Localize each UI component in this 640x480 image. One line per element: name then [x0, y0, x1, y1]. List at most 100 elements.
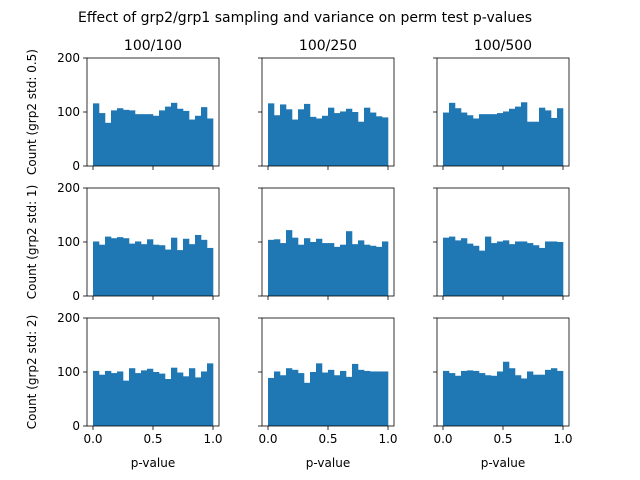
histogram-bar — [117, 108, 124, 166]
histogram-bar — [352, 244, 359, 296]
histogram-bar — [117, 371, 124, 426]
histogram-bar — [111, 238, 118, 296]
panel-r3-c2: 0.0 0.5 1.0 — [258, 317, 398, 446]
panel-r1-c2 — [258, 57, 395, 170]
histogram-bar — [195, 377, 202, 426]
histogram-bar — [189, 119, 196, 166]
y-tick-label: 200 — [57, 311, 80, 325]
histogram-bar — [310, 372, 317, 426]
histogram-bar — [376, 371, 383, 426]
panel-r2-c1: 0 100 200 — [57, 181, 220, 303]
histogram-bar — [93, 241, 100, 296]
histogram-bar — [334, 246, 341, 296]
histogram-bar — [461, 238, 468, 296]
histogram-bar — [479, 114, 486, 166]
histogram-bar — [539, 107, 546, 166]
histogram-bar — [286, 109, 293, 166]
histogram-bar — [515, 375, 522, 426]
histogram-bar — [117, 237, 124, 296]
histogram-bar — [177, 372, 184, 426]
histogram-bar — [189, 368, 196, 426]
histogram-bar — [292, 119, 299, 166]
histogram-bar — [183, 238, 190, 296]
histogram-bar — [545, 369, 552, 426]
histogram-bar — [310, 242, 317, 296]
histogram-bar — [105, 236, 112, 296]
histogram-bar — [455, 375, 462, 426]
histogram-bar — [189, 244, 196, 296]
histogram-bar — [274, 239, 281, 296]
histogram-bar — [207, 363, 214, 426]
histogram-bar — [159, 373, 166, 426]
histogram-bar — [340, 370, 347, 426]
row-ylabel-2: Count (grp2 std: 1) — [25, 185, 39, 300]
panel-r1-c1: 0 100 200 — [57, 51, 220, 173]
histogram-bar — [449, 236, 456, 296]
histogram-bar — [280, 104, 287, 166]
histogram-bar — [533, 374, 540, 426]
histogram-bar — [310, 116, 317, 166]
histogram-bar — [183, 110, 190, 166]
histogram-bar — [376, 246, 383, 296]
histogram-bar — [165, 379, 172, 426]
histogram-bar — [171, 102, 178, 166]
histogram-bar — [382, 241, 389, 296]
histogram-bar — [551, 117, 558, 166]
xlabel-col-2: p-value — [306, 456, 350, 470]
histogram-bar — [533, 245, 540, 296]
histogram-bar — [443, 237, 450, 296]
column-title-2: 100/250 — [299, 38, 357, 54]
histogram-bar — [171, 367, 178, 426]
histogram-bar — [286, 368, 293, 426]
histogram-bar — [455, 240, 462, 296]
histogram-bar — [497, 241, 504, 296]
histogram-bar — [382, 117, 389, 166]
histogram-bar — [509, 244, 516, 296]
histogram-bar — [503, 361, 510, 426]
x-tick-label: 0.0 — [258, 432, 277, 446]
histogram-bar — [123, 238, 130, 296]
histogram-bar — [545, 110, 552, 166]
histogram-bar — [183, 376, 190, 426]
histogram-bar — [334, 113, 341, 166]
histogram-bar — [485, 236, 492, 296]
histogram-bar — [515, 106, 522, 166]
histogram-bar — [491, 375, 498, 426]
y-tick-label: 200 — [57, 181, 80, 195]
histogram-bar — [485, 375, 492, 426]
histogram-bar — [304, 238, 311, 296]
histogram-bar — [497, 113, 504, 166]
histogram-bar — [298, 244, 305, 296]
histogram-bar — [515, 241, 522, 296]
histogram-bar — [491, 243, 498, 296]
histogram-bar — [147, 368, 154, 426]
x-tick-label: 1.0 — [378, 432, 397, 446]
x-tick-label: 1.0 — [553, 432, 572, 446]
histogram-bar — [147, 114, 154, 166]
histogram-bar — [539, 374, 546, 426]
histogram-bar — [364, 244, 371, 296]
panel-r2-c2 — [258, 187, 395, 300]
histogram-bar — [491, 114, 498, 166]
histogram-bar — [195, 234, 202, 296]
y-tick-label: 200 — [57, 51, 80, 65]
histogram-bar — [153, 244, 160, 296]
histogram-bar — [509, 108, 516, 166]
histogram-bar — [497, 371, 504, 426]
histogram-bar — [93, 370, 100, 426]
histogram-bar — [467, 243, 474, 296]
histogram-bar — [268, 377, 275, 426]
histogram-bar — [340, 111, 347, 166]
histogram-bar — [346, 108, 353, 166]
histogram-bar — [165, 106, 172, 166]
histogram-bar — [352, 112, 359, 166]
histogram-bar — [364, 370, 371, 426]
histogram-bar — [551, 241, 558, 296]
histogram-bar — [316, 238, 323, 296]
histogram-bar — [443, 370, 450, 426]
histogram-bar — [268, 239, 275, 296]
panel-r3-c3: 0.0 0.5 1.0 — [433, 317, 573, 446]
histogram-bar — [177, 108, 184, 166]
histogram-bar — [298, 373, 305, 426]
